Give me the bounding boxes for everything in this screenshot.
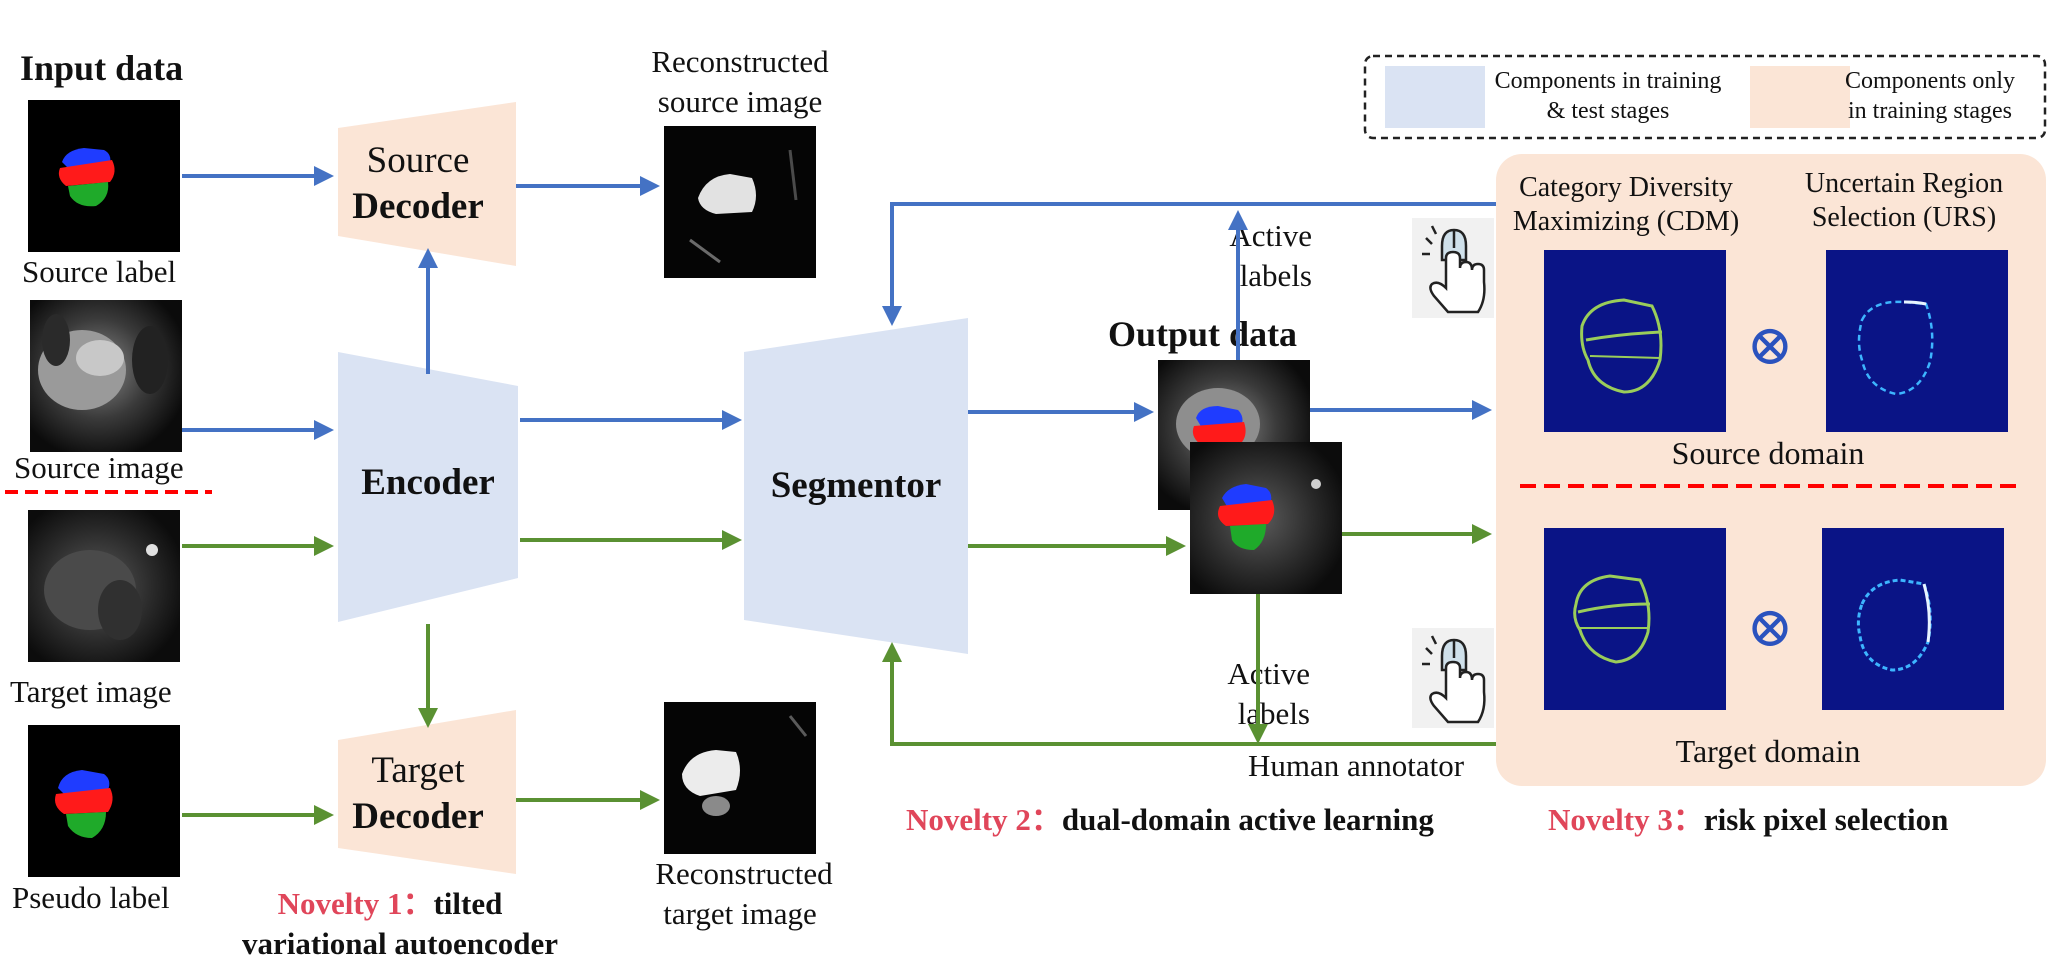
pseudo-label-image bbox=[28, 725, 180, 877]
novelty-2-prefix: Novelty 2： bbox=[906, 802, 1062, 837]
green-flow-arrows bbox=[182, 524, 1496, 825]
output-data-title: Output data bbox=[1108, 314, 1297, 354]
legend-swatch-training-only bbox=[1750, 66, 1850, 128]
target-decoder-block bbox=[338, 710, 516, 874]
encoder-block bbox=[338, 352, 518, 622]
input-data-column: Input data Source label Source image Tar… bbox=[5, 48, 212, 915]
recon-target-line1: Reconstructed bbox=[655, 856, 833, 891]
reconstructed-target-image bbox=[664, 702, 816, 854]
legend-swatch-training-test bbox=[1385, 66, 1485, 128]
novelty-1-prefix: Novelty 1： bbox=[278, 886, 434, 921]
pseudo-label-caption: Pseudo label bbox=[12, 880, 170, 915]
cdm-title-line1: Category Diversity bbox=[1519, 172, 1733, 203]
source-domain-label: Source domain bbox=[1672, 435, 1865, 471]
hand-click-mouse-icon bbox=[1410, 626, 1496, 730]
source-label-image bbox=[28, 100, 180, 252]
novelty-3-prefix: Novelty 3： bbox=[1548, 802, 1704, 837]
novelty-3-caption: Novelty 3：risk pixel selection bbox=[1548, 802, 1948, 837]
source-image bbox=[30, 300, 182, 452]
novelty-3-text: risk pixel selection bbox=[1704, 802, 1949, 837]
target-urs-map bbox=[1822, 528, 2004, 710]
hand-click-mouse-icon bbox=[1410, 216, 1496, 320]
output-target-image bbox=[1190, 442, 1342, 594]
cdm-title-line2: Maximizing (CDM) bbox=[1513, 206, 1739, 237]
active-labels-top-line2: labels bbox=[1240, 258, 1312, 293]
encoder-label: Encoder bbox=[361, 462, 495, 503]
otimes-icon: ⊗ bbox=[1747, 597, 1794, 659]
target-domain-label: Target domain bbox=[1676, 733, 1861, 769]
active-labels-bottom-line2: labels bbox=[1238, 696, 1310, 731]
human-annotator-label: Human annotator bbox=[1248, 748, 1465, 783]
otimes-icon: ⊗ bbox=[1747, 315, 1794, 377]
legend-frame bbox=[1363, 54, 2047, 140]
source-decoder-block bbox=[338, 102, 516, 266]
novelty-2-caption: Novelty 2：dual-domain active learning bbox=[906, 802, 1434, 837]
source-decoder-line1: Source bbox=[367, 140, 470, 181]
source-urs-map bbox=[1826, 250, 2008, 432]
source-decoder-line2: Decoder bbox=[352, 186, 484, 227]
segmentor-label: Segmentor bbox=[771, 465, 942, 506]
novelty-2-text: dual-domain active learning bbox=[1062, 802, 1435, 837]
legend: Components in training & test stages Com… bbox=[1363, 54, 2047, 140]
recon-source-line1: Reconstructed bbox=[651, 44, 829, 79]
novelty-1-caption: Novelty 1：tilted bbox=[278, 886, 503, 921]
active-labels-top-line1: Active bbox=[1229, 218, 1312, 253]
legend-training-only-line1: Components only bbox=[1845, 68, 2015, 94]
urs-title-line1: Uncertain Region bbox=[1805, 168, 2003, 199]
arrow-active-labels-to-segmentor-bottom bbox=[882, 642, 1496, 746]
input-data-title: Input data bbox=[20, 48, 183, 88]
target-decoder-line2: Decoder bbox=[352, 796, 484, 837]
blue-flow-arrows bbox=[182, 166, 1496, 440]
source-label-caption: Source label bbox=[22, 254, 176, 289]
recon-source-line2: source image bbox=[658, 84, 822, 119]
arrow-active-labels-to-segmentor-top bbox=[882, 202, 1496, 326]
active-labels-bottom-line1: Active bbox=[1227, 656, 1310, 691]
source-cdm-map bbox=[1544, 250, 1726, 432]
segmentor-block bbox=[744, 318, 968, 654]
source-image-caption: Source image bbox=[14, 450, 184, 485]
legend-training-test-line1: Components in training bbox=[1495, 68, 1722, 94]
urs-title-line2: Selection (URS) bbox=[1812, 202, 1996, 233]
novelty-1-text-line2: variational autoencoder bbox=[242, 926, 558, 961]
recon-target-line2: target image bbox=[663, 896, 817, 931]
target-decoder-line1: Target bbox=[371, 750, 465, 791]
target-cdm-map bbox=[1544, 528, 1726, 710]
target-image bbox=[28, 510, 180, 662]
reconstructed-source-image bbox=[664, 126, 816, 278]
target-image-caption: Target image bbox=[10, 674, 172, 709]
novelty-1-text-line1: tilted bbox=[433, 886, 502, 921]
legend-training-only-line2: in training stages bbox=[1848, 98, 2012, 124]
legend-training-test-line2: & test stages bbox=[1547, 98, 1670, 124]
